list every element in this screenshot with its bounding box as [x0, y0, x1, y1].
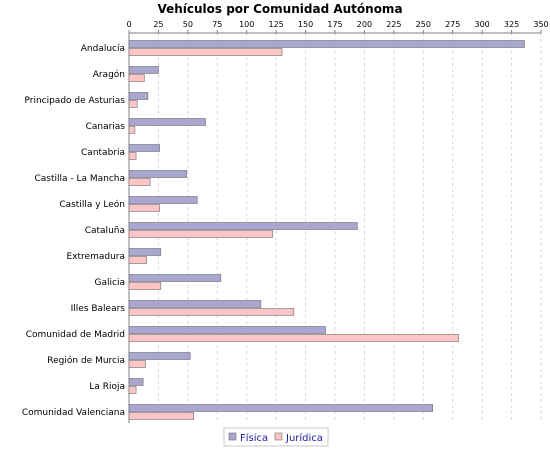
x-tick-label: 0 [126, 20, 131, 29]
x-tick-label: 200 [357, 20, 372, 29]
x-tick-label: 300 [475, 20, 490, 29]
category-label: Illes Balears [71, 304, 126, 314]
category-label: Comunidad Valenciana [22, 408, 125, 418]
bar-fisica [128, 352, 191, 360]
category-label: Castilla - La Mancha [34, 174, 125, 184]
bar-fisica [128, 144, 160, 152]
bar-fisica [128, 92, 149, 100]
x-tick-label: 325 [504, 20, 519, 29]
category-label: Comunidad de Madrid [26, 330, 125, 340]
bar-juridica [128, 204, 160, 212]
bar-juridica [128, 48, 283, 56]
x-tick-label: 225 [386, 20, 401, 29]
bar-fisica [128, 378, 144, 386]
bar-juridica [128, 412, 195, 420]
bar-fisica [128, 404, 434, 412]
bar-fisica [128, 170, 187, 178]
bar-juridica [128, 178, 151, 186]
x-tick-label: 350 [533, 20, 548, 29]
bar-juridica [128, 256, 147, 264]
x-tick-label: 125 [269, 20, 284, 29]
bar-fisica [128, 118, 206, 126]
x-tick-label: 100 [239, 20, 254, 29]
bar-juridica [128, 74, 145, 82]
legend: Física Jurídica [228, 432, 323, 444]
legend-label: Física [240, 432, 268, 444]
x-tick-label: 175 [327, 20, 342, 29]
legend-label: Jurídica [285, 432, 323, 444]
bar-juridica [128, 360, 146, 368]
x-tick-label: 25 [153, 20, 163, 29]
bar-fisica [128, 222, 358, 230]
category-label: Cataluña [85, 226, 125, 236]
bar-fisica [128, 274, 222, 282]
category-label: Galicia [95, 278, 125, 288]
bar-juridica [128, 282, 162, 290]
category-label: Aragón [93, 69, 125, 80]
y-axis: Andalucía Aragón Principado de Asturias Can… [22, 44, 125, 418]
bar-juridica [128, 152, 137, 160]
x-tick-label: 75 [212, 20, 222, 29]
bar-juridica [128, 100, 138, 108]
bars [128, 40, 525, 420]
bar-juridica [128, 386, 137, 394]
x-tick-label: 275 [445, 20, 460, 29]
chart-title: Vehículos por Comunidad Autónoma [157, 2, 402, 16]
category-label: Cantabria [81, 148, 125, 158]
x-tick-label: 150 [298, 20, 313, 29]
bar-fisica [128, 196, 198, 204]
category-label: Extremadura [67, 252, 126, 262]
category-label: Región de Murcia [47, 355, 125, 366]
x-tick-label: 250 [416, 20, 431, 29]
bar-juridica [128, 126, 136, 134]
bar-juridica [128, 230, 273, 238]
bar-fisica [128, 66, 159, 74]
bar-fisica [128, 300, 262, 308]
x-tick-label: 50 [183, 20, 193, 29]
bar-juridica [128, 308, 295, 316]
bar-fisica [128, 40, 525, 48]
bar-fisica [128, 248, 162, 256]
legend-swatch [274, 432, 283, 441]
category-label: Castilla y León [59, 199, 125, 210]
category-label: Principado de Asturias [24, 96, 125, 106]
category-label: Canarias [86, 122, 126, 132]
legend-swatch [228, 432, 237, 441]
category-label: La Rioja [89, 382, 125, 392]
x-axis: 0 25 50 75 100 125 150 175 200 225 250 275 300 325 350 [126, 20, 549, 423]
bar-juridica [128, 334, 459, 342]
bar-fisica [128, 326, 326, 334]
category-label: Andalucía [81, 44, 125, 54]
